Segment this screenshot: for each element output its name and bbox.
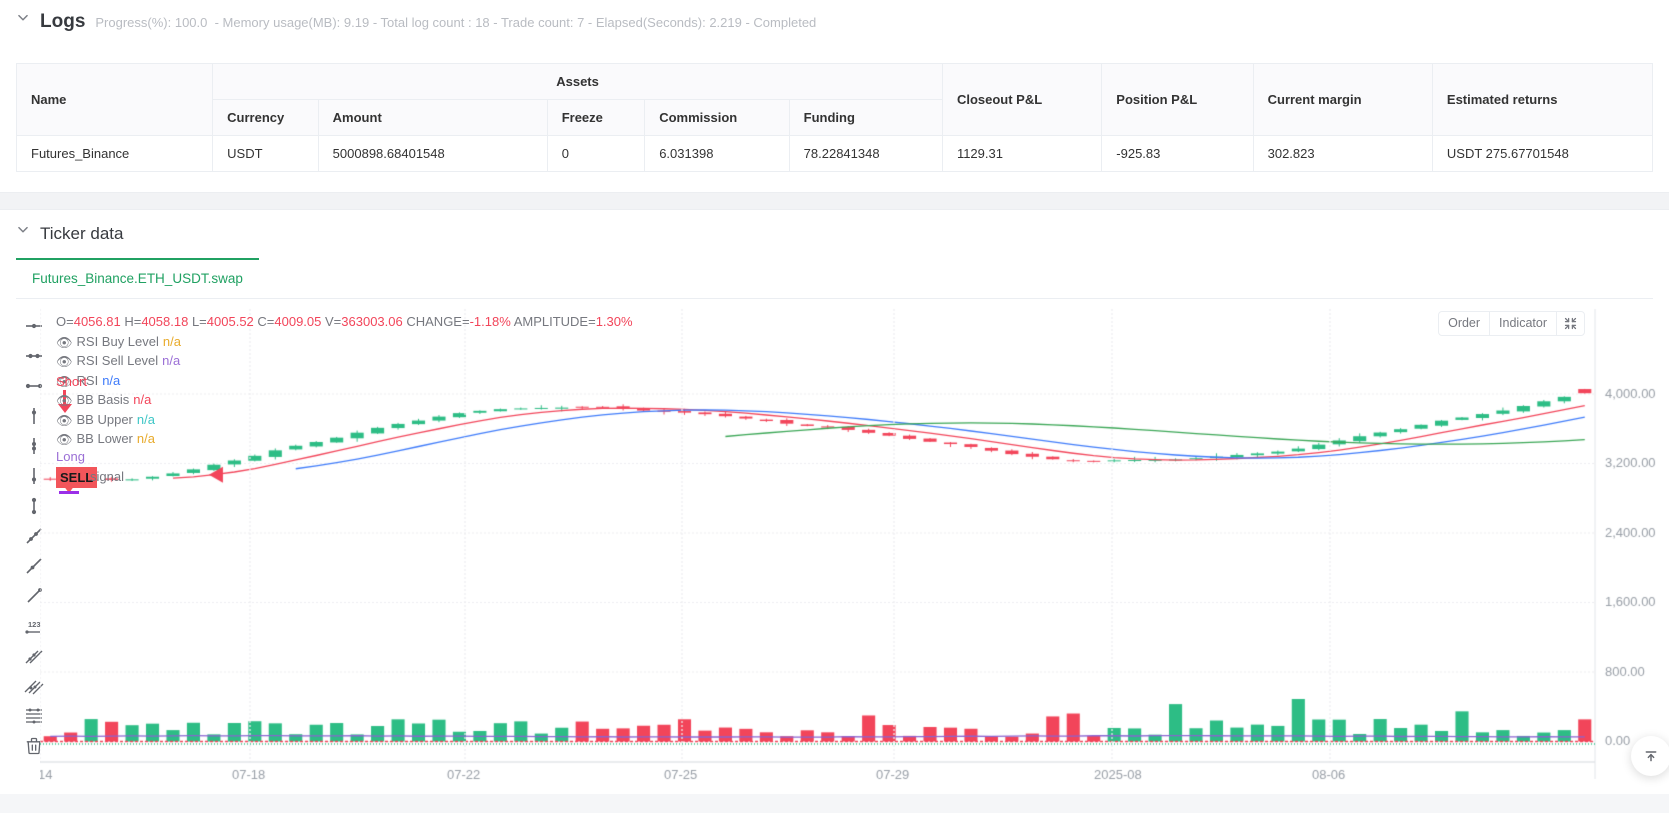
svg-text:123: 123 bbox=[28, 620, 41, 629]
